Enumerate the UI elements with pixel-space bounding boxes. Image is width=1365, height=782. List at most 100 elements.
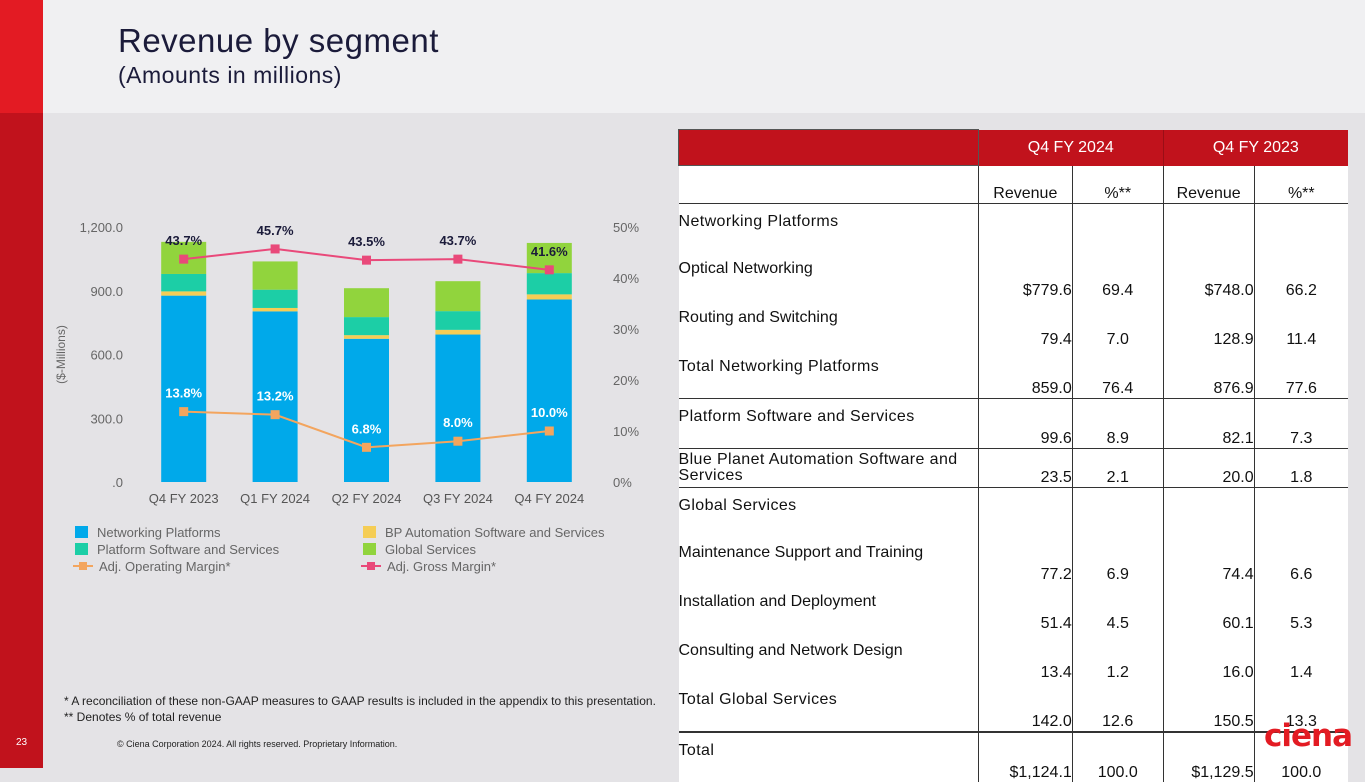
legend-label: Platform Software and Services [97, 542, 280, 557]
bar-segment [435, 311, 481, 330]
cell: 66.2 [1253, 251, 1348, 300]
line-point [362, 442, 371, 452]
data-label: 41.6% [531, 244, 568, 259]
y2-tick-label: 20% [613, 373, 639, 388]
cell: 142.0 [977, 682, 1073, 732]
bar-segment [252, 311, 298, 482]
y2-tick-label: 10% [613, 424, 639, 439]
col-header: %** [1071, 165, 1164, 204]
table-row: Consulting and Network Design 13.4 1.2 1… [678, 633, 1348, 682]
cell [977, 487, 1073, 535]
header-band [43, 0, 1365, 113]
line-point [362, 255, 371, 265]
y-tick-label: 300.0 [90, 411, 123, 426]
y-tick-label: 900.0 [90, 284, 123, 299]
y2-tick-label: 30% [613, 322, 639, 337]
bar-segment [344, 288, 389, 318]
cell: 11.4 [1253, 300, 1348, 349]
cell: $779.6 [977, 251, 1073, 300]
legend-swatch [75, 526, 88, 538]
page-number: 23 [15, 737, 28, 748]
cell: 79.4 [977, 300, 1073, 349]
cell: $1,124.1 [977, 732, 1073, 782]
cell: 77.6 [1253, 349, 1348, 399]
table-row: Maintenance Support and Training 77.2 6.… [678, 535, 1348, 584]
cell: $1,129.5 [1162, 732, 1255, 782]
cell: 7.0 [1071, 300, 1164, 349]
cell [1162, 487, 1255, 535]
bar-segment [161, 273, 207, 292]
col-group-q4fy2024: Q4 FY 2024 [977, 129, 1164, 166]
cell: 76.4 [1071, 349, 1164, 399]
bar-segment [435, 329, 481, 335]
col-header: Revenue [1162, 165, 1255, 204]
data-label: 6.8% [352, 421, 382, 436]
cell: 8.9 [1071, 398, 1164, 449]
page-subtitle: (Amounts in millions) [118, 62, 342, 88]
x-tick-label: Q4 FY 2024 [514, 491, 584, 506]
table-row: Optical Networking $779.6 69.4 $748.0 66… [678, 251, 1348, 300]
cell: 7.3 [1253, 398, 1348, 449]
line-point [544, 426, 554, 436]
legend-label: Global Services [385, 542, 477, 557]
cell: 51.4 [977, 584, 1073, 633]
row-label: Total Networking Platforms [678, 349, 979, 399]
line-point [270, 244, 280, 254]
table-row: Platform Software and Services 99.6 8.9 … [678, 398, 1348, 449]
x-tick-label: Q3 FY 2024 [423, 491, 493, 506]
sidebar-accent [0, 0, 43, 113]
y-tick-label: 1,200.0 [80, 220, 123, 235]
row-label: Networking Platforms [678, 203, 979, 251]
row-label: Optical Networking [678, 251, 979, 300]
cell [1162, 203, 1255, 251]
cell: 100.0 [1071, 732, 1164, 782]
y-tick-label: 600.0 [90, 348, 123, 363]
revenue-chart: ($-Millions) .0 300.0 600.0 900.0 1,200.0 0% 10… [54, 220, 639, 574]
legend-label: Networking Platforms [97, 525, 221, 540]
cell: 23.5 [977, 448, 1073, 488]
col-header: Revenue [977, 165, 1073, 204]
cell: 128.9 [1162, 300, 1255, 349]
cell: $748.0 [1162, 251, 1255, 300]
legend-swatch-marker [367, 562, 375, 570]
bar-segment [344, 335, 389, 339]
cell: 4.5 [1071, 584, 1164, 633]
data-label: 43.5% [348, 234, 385, 249]
data-label: 43.7% [439, 233, 476, 248]
sidebar-bar: 23 [0, 0, 43, 768]
data-label: 13.8% [165, 386, 202, 401]
data-label: 8.0% [443, 415, 473, 430]
data-label: 45.7% [257, 223, 294, 238]
cell: 150.5 [1162, 682, 1255, 732]
cell: 74.4 [1162, 535, 1255, 584]
data-label: 43.7% [165, 233, 202, 248]
bar-segment [344, 338, 389, 482]
legend-swatch-marker [79, 562, 87, 570]
revenue-table: Q4 FY 2024 Q4 FY 2023 Revenue %** Revenu… [678, 129, 1348, 782]
y2-tick-label: 40% [613, 271, 639, 286]
legend-swatch [363, 543, 376, 555]
cell: 77.2 [977, 535, 1073, 584]
row-label: Routing and Switching [678, 300, 979, 349]
x-tick-label: Q2 FY 2024 [332, 491, 402, 506]
cell: 82.1 [1162, 398, 1255, 449]
bar-segment [161, 295, 207, 482]
x-tick-label: Q1 FY 2024 [240, 491, 310, 506]
col-header: %** [1253, 165, 1348, 204]
cell: 13.4 [977, 633, 1073, 682]
bar-segment [344, 317, 389, 336]
cell: 20.0 [1162, 448, 1255, 488]
copyright-text: © Ciena Corporation 2024. All rights res… [117, 739, 398, 749]
table-row: Total Networking Platforms 859.0 76.4 87… [678, 349, 1348, 399]
bar-segment [435, 334, 481, 482]
row-label: Platform Software and Services [678, 398, 979, 449]
row-label: Maintenance Support and Training [678, 535, 979, 584]
col-group-q4fy2023: Q4 FY 2023 [1162, 129, 1348, 166]
bar-segment [526, 273, 572, 295]
line-point [544, 265, 554, 275]
cell: 6.9 [1071, 535, 1164, 584]
cell [1253, 487, 1348, 535]
cell: 60.1 [1162, 584, 1255, 633]
cell: 2.1 [1071, 448, 1164, 488]
footnote-reconciliation: * A reconciliation of these non-GAAP mea… [64, 694, 656, 708]
